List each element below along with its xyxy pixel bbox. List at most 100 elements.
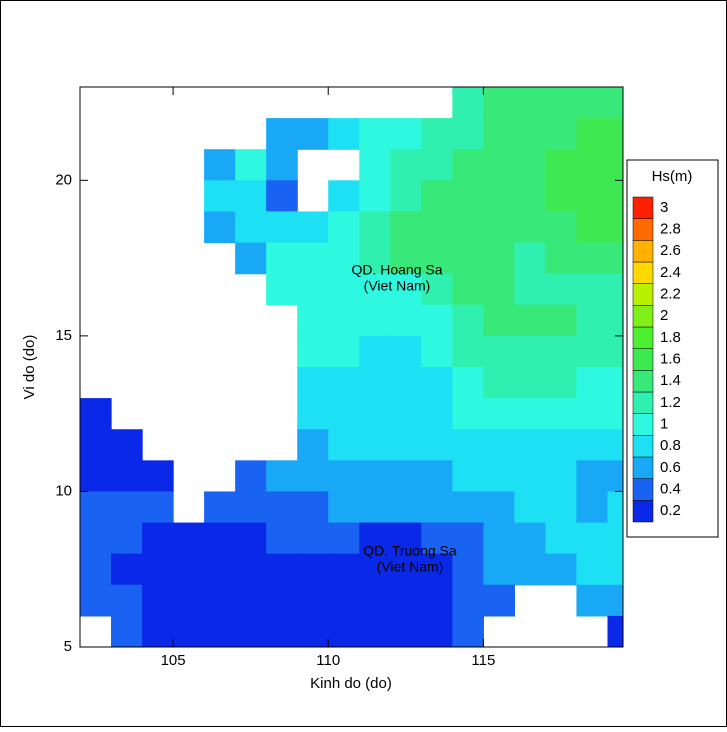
cell (452, 367, 484, 399)
cell (607, 584, 623, 617)
cell (483, 460, 515, 493)
cell (421, 429, 453, 461)
cell (607, 491, 623, 524)
cell (390, 398, 422, 430)
colorbar-swatch (632, 261, 654, 284)
cell (390, 584, 422, 617)
cell (607, 522, 623, 555)
cell (607, 553, 623, 586)
cell (545, 553, 578, 586)
cell (359, 211, 391, 244)
cell (483, 149, 515, 181)
colorbar-swatch (632, 240, 654, 263)
cell (235, 180, 267, 213)
cell (266, 491, 298, 524)
cell (576, 429, 609, 461)
cell (576, 211, 609, 244)
cell (607, 118, 623, 150)
cell (545, 87, 578, 119)
cell (328, 615, 360, 647)
cell (421, 335, 453, 368)
colorbar-label: 0.8 (660, 437, 681, 454)
cell (576, 118, 609, 150)
cell (421, 149, 453, 181)
cell (452, 242, 484, 275)
cell (297, 460, 329, 493)
cell (204, 149, 236, 181)
cell (607, 304, 623, 337)
cell (514, 429, 547, 461)
cell (421, 304, 453, 337)
cell (111, 584, 143, 617)
cell (421, 273, 453, 306)
cell (514, 491, 547, 524)
cell (390, 522, 422, 555)
cell (359, 367, 391, 399)
cell (235, 584, 267, 617)
cell (390, 180, 422, 213)
cell (483, 118, 515, 150)
cell (80, 584, 112, 617)
cell (514, 242, 547, 275)
cell (297, 398, 329, 430)
cell (235, 211, 267, 244)
cell (545, 460, 578, 493)
cell (111, 615, 143, 647)
cell (545, 180, 578, 213)
cell (142, 491, 174, 524)
cell (80, 491, 112, 524)
cell (514, 367, 547, 399)
cell (452, 304, 484, 337)
cell (483, 398, 515, 430)
cell (390, 273, 422, 306)
cell (452, 398, 484, 430)
cell (359, 242, 391, 275)
cell (421, 242, 453, 275)
cell (359, 522, 391, 555)
cell (359, 553, 391, 586)
cell (80, 398, 112, 430)
colorbar-swatch (632, 500, 654, 523)
cell (576, 491, 609, 524)
cell (142, 522, 174, 555)
colorbar-swatch (632, 348, 654, 371)
cell (204, 180, 236, 213)
cell (483, 180, 515, 213)
cell (297, 118, 329, 150)
cell (483, 273, 515, 306)
cell (483, 242, 515, 275)
colorbar-swatch (632, 326, 654, 349)
cell (452, 149, 484, 181)
cell (359, 149, 391, 181)
colorbar-swatch (632, 456, 654, 479)
cell (514, 118, 547, 150)
cell (390, 367, 422, 399)
cell (328, 273, 360, 306)
x-axis-label: Kinh do (do) (310, 675, 392, 692)
cell (452, 553, 484, 586)
cell (173, 615, 205, 647)
field (80, 87, 623, 647)
cell (576, 304, 609, 337)
colorbar-label: 1.6 (660, 350, 681, 367)
cell (545, 304, 578, 337)
cell (111, 553, 143, 586)
cell (452, 273, 484, 306)
cell (328, 118, 360, 150)
cell (173, 553, 205, 586)
cell (607, 211, 623, 244)
cell (142, 460, 174, 493)
cell (607, 149, 623, 181)
cell (390, 211, 422, 244)
colorbar-title: Hs(m) (652, 168, 693, 185)
cell (297, 584, 329, 617)
colorbar-swatch (632, 218, 654, 241)
cell (514, 87, 547, 119)
cell (266, 180, 298, 213)
plot-border (79, 86, 624, 648)
cell (545, 491, 578, 524)
cell (514, 149, 547, 181)
colorbar-label: 2.8 (660, 220, 681, 237)
colorbar-label: 1.8 (660, 329, 681, 346)
colorbar-label: 1.2 (660, 394, 681, 411)
